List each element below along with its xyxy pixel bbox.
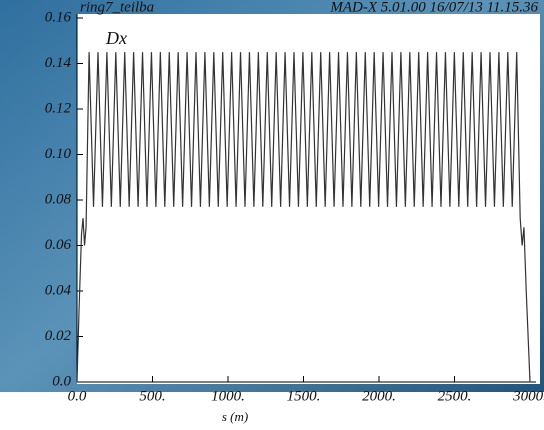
label-area [0, 392, 544, 430]
y-tick-label: 0.06 [45, 237, 72, 253]
x-tick-label: 2500. [438, 388, 472, 404]
y-tick-label: 0.08 [45, 191, 72, 207]
x-axis-label: s (m) [222, 409, 248, 424]
chart-subtitle: MAD-X 5.01.00 16/07/13 11.15.36 [329, 0, 538, 15]
x-tick-label: 2000. [362, 388, 396, 404]
chart-title: ring7_teilba [80, 0, 154, 15]
x-tick-label: 500. [139, 388, 165, 404]
y-tick-label: 0.02 [45, 328, 72, 344]
y-tick-label: 0.10 [45, 146, 72, 162]
legend-label: Dx [105, 28, 127, 48]
data-line [76, 52, 531, 383]
y-tick-label: 0.12 [45, 100, 72, 116]
y-tick-label: 0.04 [45, 282, 72, 298]
y-tick-label: 0.14 [45, 55, 72, 71]
y-tick-label: 0.16 [45, 9, 72, 25]
x-tick-label: 0.0 [68, 388, 87, 404]
x-tick-label: 1500. [287, 388, 321, 404]
x-tick-label: 3000. [512, 388, 544, 404]
x-tick-label: 1000. [211, 388, 245, 404]
y-tick-label: 0.0 [52, 373, 71, 389]
